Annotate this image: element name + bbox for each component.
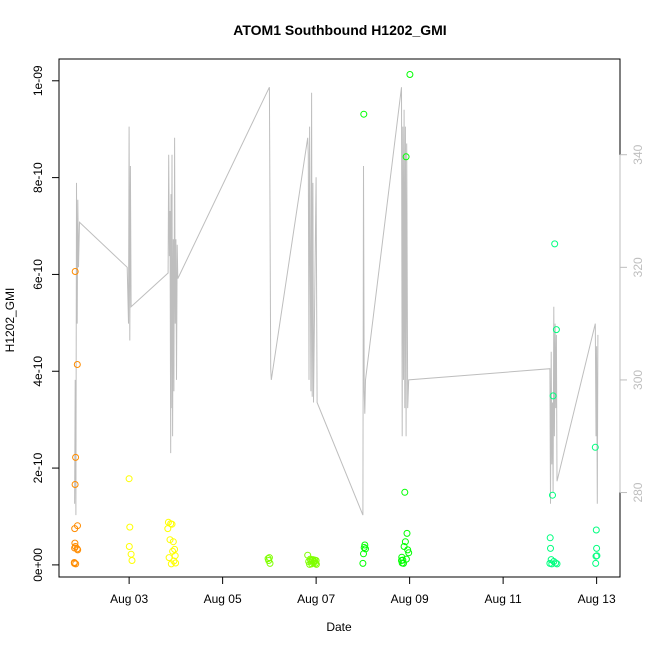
data-point: [71, 268, 79, 275]
x-axis-label: Date: [326, 620, 352, 634]
data-point: [593, 544, 601, 552]
y-tick-label: 1e-09: [31, 65, 45, 96]
x-tick-label: Aug 11: [485, 592, 522, 606]
data-point: [546, 534, 554, 542]
y-tick-label: 4e-10: [31, 356, 45, 387]
data-point: [312, 560, 320, 568]
data-point: [73, 361, 81, 368]
data-point: [125, 475, 133, 483]
y-axis-right: 280 300 320 340: [619, 144, 645, 503]
chart-title: ATOM1 Southbound H1202_GMI: [233, 22, 446, 38]
data-point: [402, 153, 410, 161]
data-point: [399, 556, 407, 564]
y-tick-label: 6e-10: [31, 259, 45, 290]
data-point: [362, 545, 369, 553]
data-point: [553, 560, 561, 568]
data-point: [549, 491, 556, 499]
data-point: [360, 110, 368, 118]
data-point: [312, 559, 319, 567]
y-axis-left: 0e+00 2e-10 4e-10 6e-10 8e-10 1e-09: [31, 65, 60, 582]
data-point: [266, 559, 274, 567]
data-point: [547, 544, 554, 552]
points-layer: [70, 71, 601, 568]
data-point: [591, 443, 599, 451]
data-point: [71, 539, 79, 547]
data-point: [128, 557, 136, 564]
data-point: [127, 550, 135, 558]
data-point: [169, 538, 177, 546]
secondary-series-line: [74, 86, 599, 516]
data-point: [72, 560, 80, 568]
x-tick-label: Aug 09: [391, 592, 429, 606]
y2-tick-label: 300: [631, 370, 645, 390]
data-point: [171, 552, 179, 560]
data-point: [125, 543, 133, 550]
data-point: [592, 526, 600, 534]
data-point: [71, 481, 79, 488]
data-point: [361, 541, 369, 549]
y-tick-label: 8e-10: [31, 162, 45, 193]
secondary-line-layer: [74, 86, 599, 516]
data-point: [359, 559, 367, 567]
data-point: [549, 392, 557, 400]
data-point: [74, 522, 81, 530]
data-point: [592, 559, 600, 567]
data-point: [312, 557, 320, 564]
data-point: [401, 488, 409, 496]
plot-frame: [58, 58, 621, 578]
data-point: [168, 520, 176, 528]
data-point: [165, 554, 173, 562]
x-axis: Aug 03 Aug 05 Aug 07 Aug 09 Aug 11 Aug 13: [110, 576, 616, 606]
data-point: [126, 523, 134, 531]
y-axis-label: H1202_GMI: [3, 288, 17, 353]
data-point: [593, 552, 601, 560]
y-tick-label: 2e-10: [31, 452, 45, 483]
data-point: [401, 538, 409, 546]
y2-tick-label: 320: [631, 257, 645, 277]
data-point: [552, 559, 560, 567]
data-point: [404, 546, 412, 554]
data-point: [403, 529, 411, 537]
y-tick-label: 0e+00: [31, 548, 45, 582]
data-point: [552, 326, 560, 334]
data-point: [172, 559, 180, 567]
data-point: [551, 240, 559, 248]
y2-tick-label: 280: [631, 482, 645, 502]
data-point: [402, 555, 410, 563]
x-tick-label: Aug 13: [578, 592, 616, 606]
data-point: [72, 453, 80, 461]
data-point: [405, 549, 413, 557]
x-tick-label: Aug 07: [297, 592, 335, 606]
data-point: [406, 71, 414, 78]
data-point: [74, 546, 82, 554]
x-tick-label: Aug 03: [110, 592, 148, 606]
y2-tick-label: 340: [631, 144, 645, 164]
x-tick-label: Aug 05: [204, 592, 242, 606]
